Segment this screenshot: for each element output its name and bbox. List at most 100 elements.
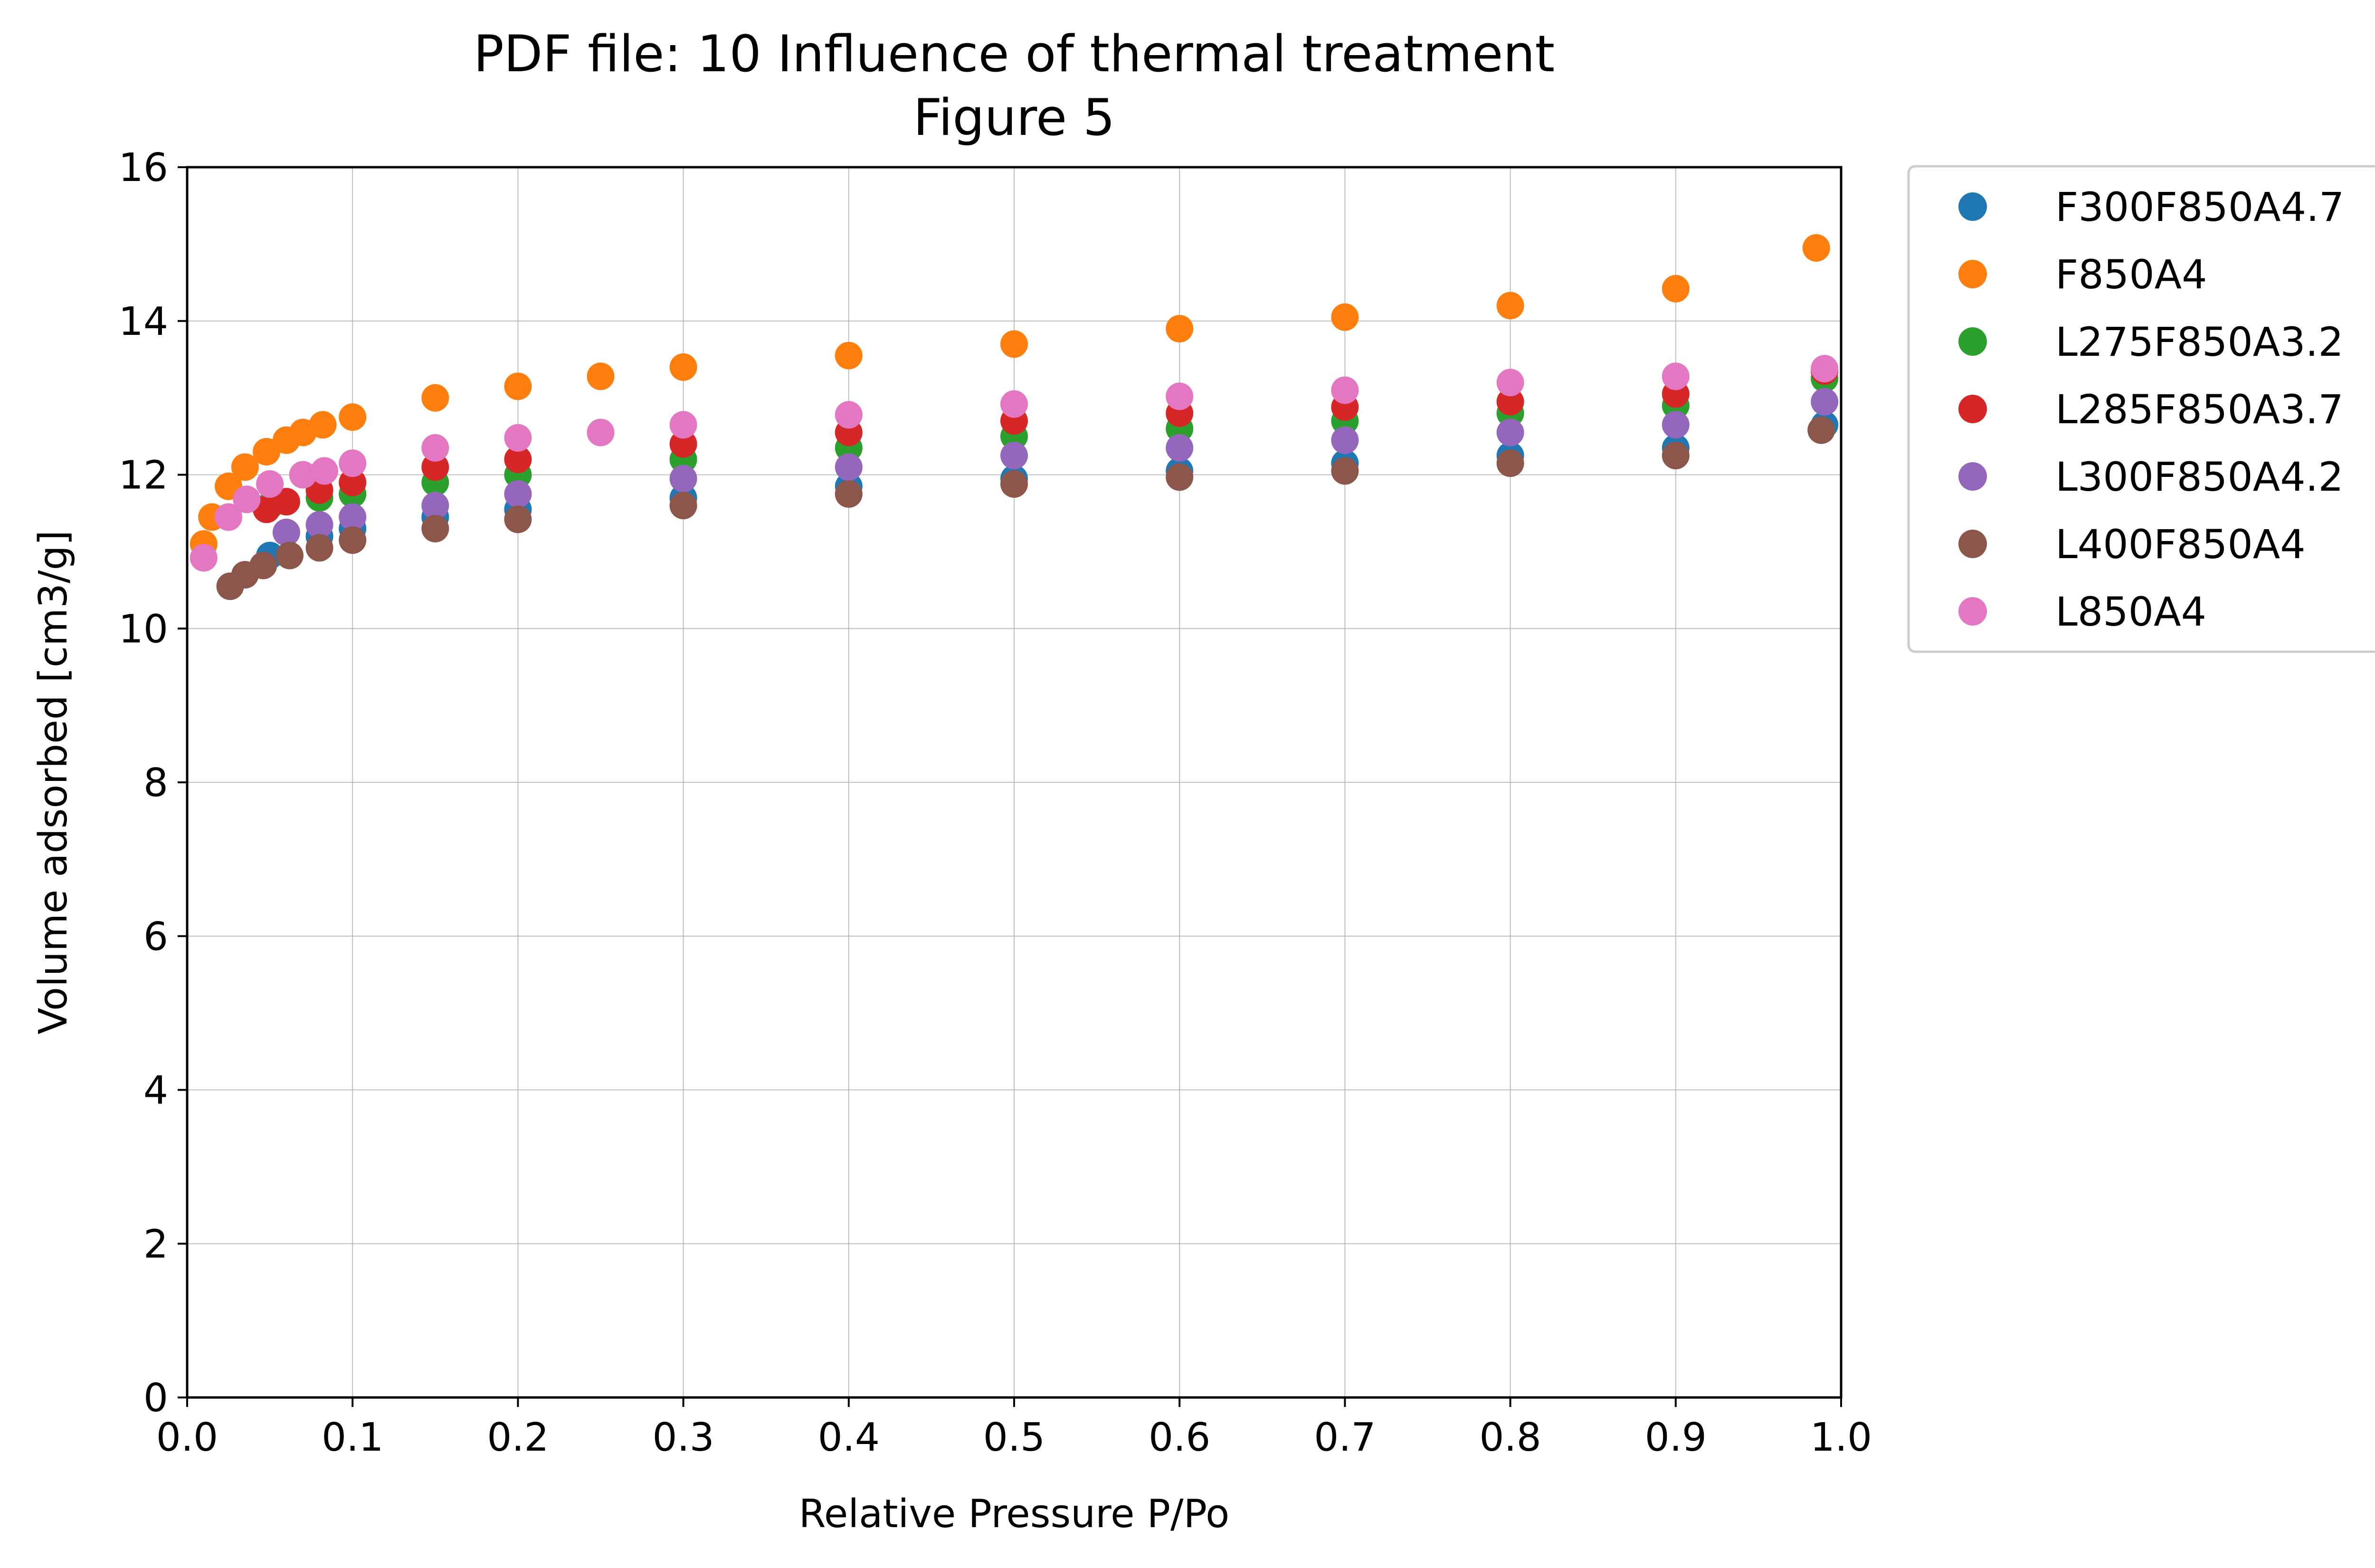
legend-label: L850A4: [2055, 589, 2206, 635]
plot-frame: [186, 166, 1843, 1399]
chart-title: PDF file: 10 Influence of thermal treatm…: [474, 25, 1555, 83]
data-point: [231, 453, 259, 481]
data-point: [421, 434, 449, 462]
data-point: [669, 353, 697, 381]
data-point: [669, 492, 697, 520]
data-point: [276, 542, 304, 570]
data-point: [1662, 442, 1690, 470]
data-point: [339, 449, 367, 477]
series-F300F850A4.7: [256, 411, 1839, 570]
data-point: [421, 453, 449, 481]
data-point: [1331, 457, 1359, 485]
data-point: [669, 465, 697, 493]
data-point: [1000, 390, 1028, 418]
legend-marker: [1958, 327, 1987, 356]
data-point: [339, 468, 367, 496]
data-point: [1496, 418, 1524, 447]
data-point: [835, 342, 863, 370]
legend-label: L285F850A3.7: [2055, 386, 2344, 433]
data-point: [504, 424, 532, 452]
data-point: [1496, 449, 1524, 477]
data-point: [835, 480, 863, 508]
x-tick-label: 0.7: [1314, 1415, 1376, 1460]
data-point: [305, 534, 333, 562]
x-axis-label: Relative Pressure P/Po: [799, 1492, 1230, 1537]
series-F850A4: [190, 234, 1830, 558]
data-point: [504, 480, 532, 508]
data-point: [1000, 330, 1028, 358]
legend-marker: [1958, 530, 1987, 558]
series-L300F850A4.2: [272, 388, 1839, 546]
x-tick-label: 0.5: [983, 1415, 1045, 1460]
data-point: [1807, 416, 1835, 444]
data-point: [1166, 314, 1194, 342]
data-point: [1166, 463, 1194, 491]
legend-frame: [1907, 165, 2375, 653]
axis-ticks: 0.0 0.1 0.2 0.3 0.4 0.5 0.6 0.7 0.8 0.9 1.0 0 2 4 6 8 10…: [119, 145, 1872, 1460]
series-L400F850A4: [216, 416, 1835, 600]
x-tick-label: 0.6: [1149, 1415, 1210, 1460]
data-point: [1166, 382, 1194, 410]
data-point: [309, 411, 337, 439]
data-point: [272, 518, 300, 546]
series-L850A4: [190, 355, 1839, 572]
data-point: [1662, 362, 1690, 390]
legend-marker: [1958, 395, 1987, 423]
legend: F300F850A4.7 F850A4 L275F850A3.2 L285F850A3…: [1907, 165, 2375, 653]
y-tick-label: 4: [143, 1068, 168, 1113]
data-point: [835, 453, 863, 481]
data-point: [1000, 470, 1028, 498]
series-L275F850A3.2: [256, 365, 1839, 520]
y-tick-label: 2: [143, 1222, 168, 1267]
data-point: [1496, 388, 1524, 416]
x-tick-label: 0.3: [652, 1415, 714, 1460]
legend-marker: [1958, 462, 1987, 491]
data-point: [339, 503, 367, 531]
y-tick-label: 6: [143, 914, 168, 960]
x-tick-label: 0.9: [1645, 1415, 1707, 1460]
data-point: [1811, 388, 1839, 416]
data-point: [305, 511, 333, 539]
legend-label: F850A4: [2055, 251, 2207, 298]
data-point: [669, 430, 697, 458]
legend-label: L275F850A3.2: [2055, 319, 2344, 365]
data-point: [421, 492, 449, 520]
data-point: [587, 362, 615, 390]
x-tick-label: 0.0: [156, 1415, 218, 1460]
data-point: [669, 411, 697, 439]
data-point: [835, 401, 863, 429]
x-tick-label: 0.8: [1479, 1415, 1541, 1460]
y-tick-label: 14: [119, 299, 168, 344]
data-point: [190, 544, 218, 572]
y-tick-label: 8: [143, 760, 168, 806]
data-point: [504, 372, 532, 400]
data-point: [311, 457, 339, 485]
legend-label: L300F850A4.2: [2055, 454, 2344, 500]
data-point: [233, 485, 261, 513]
data-point: [504, 505, 532, 533]
data-point: [504, 446, 532, 474]
data-point: [289, 461, 317, 489]
data-point: [1331, 303, 1359, 331]
x-tick-label: 0.2: [487, 1415, 549, 1460]
y-tick-label: 12: [119, 453, 168, 498]
data-point: [1496, 292, 1524, 320]
y-tick-label: 16: [119, 145, 168, 190]
legend-marker: [1958, 192, 1987, 221]
data-points: [190, 234, 1839, 600]
data-point: [1000, 442, 1028, 470]
x-tick-label: 0.1: [322, 1415, 383, 1460]
data-point: [256, 470, 284, 498]
data-point: [421, 514, 449, 542]
y-axis-label: Volume adsorbed [cm3/g]: [31, 530, 76, 1034]
x-tick-label: 0.4: [818, 1415, 880, 1460]
data-point: [249, 551, 277, 580]
y-tick-label: 0: [143, 1376, 168, 1421]
data-point: [587, 418, 615, 447]
data-point: [1166, 434, 1194, 462]
data-point: [1331, 376, 1359, 404]
data-point: [339, 403, 367, 431]
series-L285F850A3.7: [253, 357, 1839, 523]
data-point: [1662, 275, 1690, 303]
